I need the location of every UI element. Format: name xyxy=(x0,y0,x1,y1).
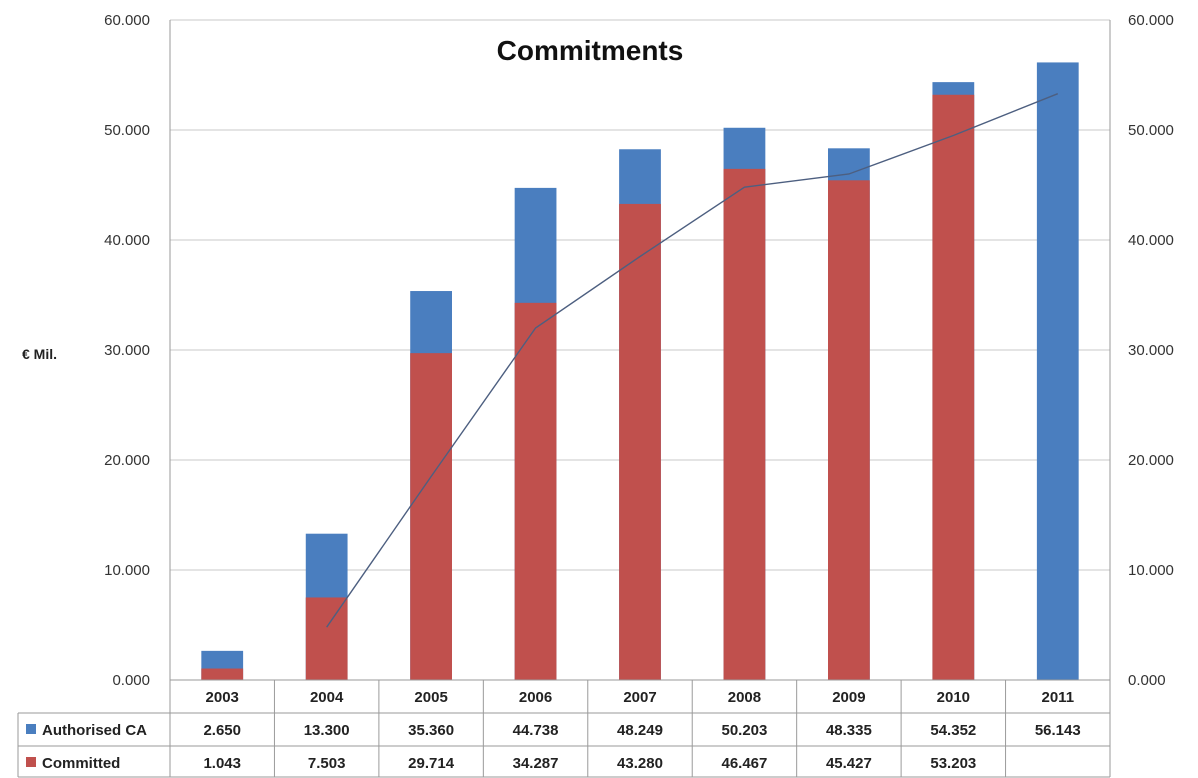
y2-tick-label: 30.000 xyxy=(1128,342,1174,359)
data-label: 56.143 xyxy=(1035,722,1081,739)
y-tick-label: 40.000 xyxy=(104,232,150,249)
trend-line-group xyxy=(326,93,1059,628)
bar-committed xyxy=(514,302,557,680)
bar-committed xyxy=(723,168,766,680)
y-tick-label: 0.000 xyxy=(112,672,150,689)
data-label: 53.203 xyxy=(930,755,976,772)
x-tick-label: 2011 xyxy=(1042,689,1075,706)
data-label: 45.427 xyxy=(826,755,872,772)
y-tick-label: 60.000 xyxy=(104,12,150,29)
y-tick-label: 30.000 xyxy=(104,342,150,359)
y2-tick-label: 60.000 xyxy=(1128,12,1174,29)
data-label: 48.335 xyxy=(826,722,872,739)
legend-swatch xyxy=(26,757,36,767)
data-label: 2.650 xyxy=(203,722,241,739)
legend-swatch xyxy=(26,724,36,734)
y-axis-right: 0.000 10.000 20.000 30.000 40.000 50.000 60.00… xyxy=(1128,12,1174,689)
y-tick-label: 10.000 xyxy=(104,562,150,579)
y2-tick-label: 20.000 xyxy=(1128,452,1174,469)
data-label: 48.249 xyxy=(617,722,663,739)
x-tick-label: 2005 xyxy=(414,689,447,706)
x-tick-label: 2009 xyxy=(832,689,865,706)
y-tick-label: 20.000 xyxy=(104,452,150,469)
data-label: 34.287 xyxy=(513,755,559,772)
y2-tick-label: 10.000 xyxy=(1128,562,1174,579)
x-tick-label: 2003 xyxy=(206,689,239,706)
y2-tick-label: 40.000 xyxy=(1128,232,1174,249)
y-axis-left: 0.000 10.000 20.000 30.000 40.000 50.000 60.00… xyxy=(104,12,150,689)
data-label: 46.467 xyxy=(721,755,767,772)
chart-title: Commitments xyxy=(497,35,684,66)
x-tick-label: 2008 xyxy=(728,689,761,706)
bars xyxy=(201,62,1079,681)
bar-authorised-ca xyxy=(1036,62,1079,680)
data-label: 1.043 xyxy=(203,755,241,772)
data-label: 35.360 xyxy=(408,722,454,739)
data-label: 50.203 xyxy=(721,722,767,739)
y-axis-label: € Mil. xyxy=(22,346,57,362)
data-label: 54.352 xyxy=(930,722,976,739)
trend-line xyxy=(326,93,1059,628)
data-label: 44.738 xyxy=(513,722,559,739)
bar-committed xyxy=(932,94,975,681)
x-tick-label: 2006 xyxy=(519,689,552,706)
bar-committed xyxy=(410,353,452,680)
legend-label: Committed xyxy=(42,755,120,772)
y2-tick-label: 0.000 xyxy=(1128,672,1166,689)
bar-committed xyxy=(201,668,244,680)
data-label: 7.503 xyxy=(308,755,346,772)
data-label: 29.714 xyxy=(408,755,455,772)
y-tick-label: 50.000 xyxy=(104,122,150,139)
data-label: 13.300 xyxy=(304,722,350,739)
legend-label: Authorised CA xyxy=(42,722,147,739)
y2-tick-label: 50.000 xyxy=(1128,122,1174,139)
bar-committed xyxy=(305,597,348,680)
bar-committed xyxy=(828,180,870,681)
data-label: 43.280 xyxy=(617,755,663,772)
bar-committed xyxy=(619,203,661,681)
x-tick-label: 2004 xyxy=(310,689,344,706)
data-table: 2003 2004 2005 2006 2007 2008 2009 2010 2011 Auth… xyxy=(17,679,1111,778)
x-tick-label: 2007 xyxy=(623,689,656,706)
x-tick-label: 2010 xyxy=(937,689,970,706)
